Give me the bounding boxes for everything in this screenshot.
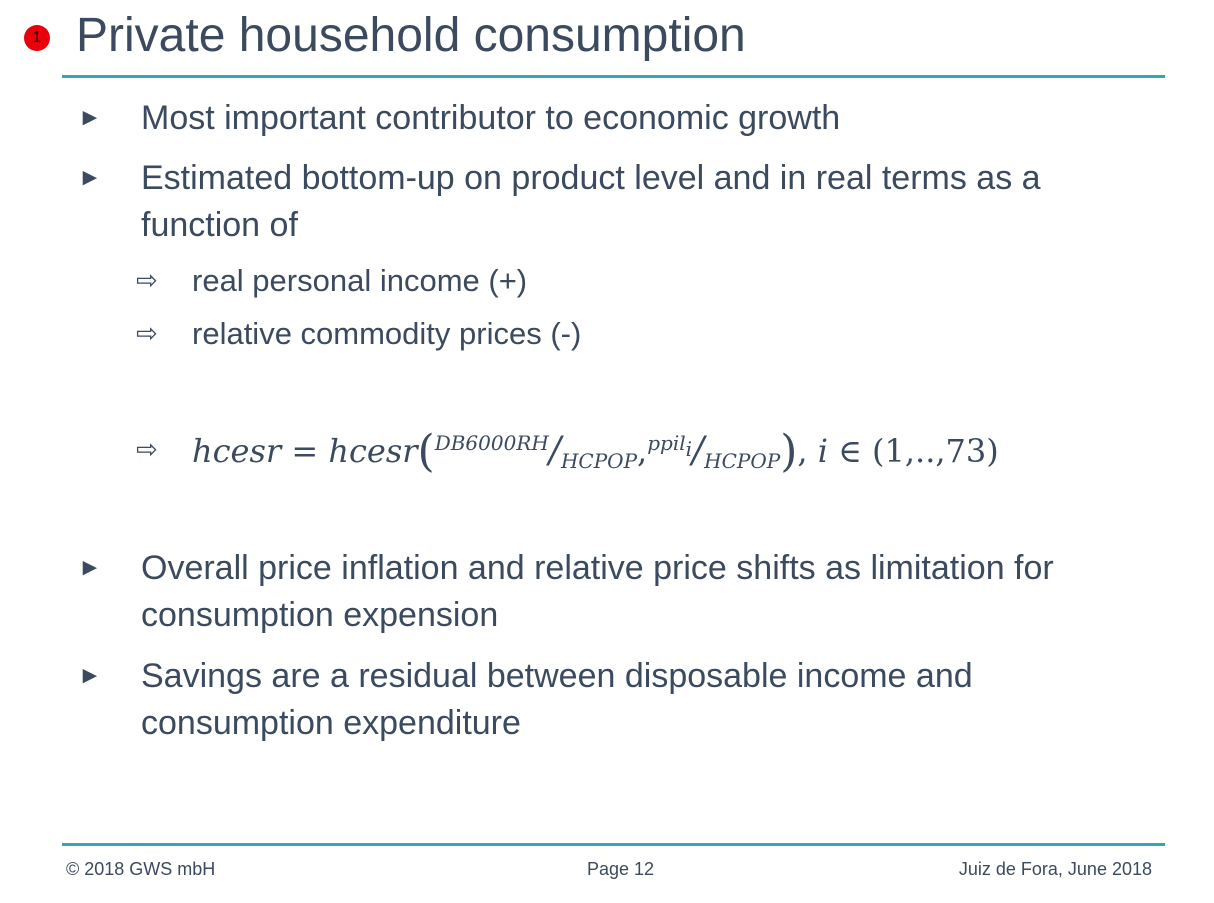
sub-arrow-icon: ⇨ [136, 318, 158, 348]
slide-title: Private household consumption [76, 9, 746, 62]
slide-number-badge: 1 [24, 25, 50, 51]
formula-numerator-1: DB6000RH [434, 431, 549, 455]
bullet-marker-icon: ► [78, 554, 102, 581]
formula-slash-1: / [548, 430, 561, 471]
sub-item-relative-prices: relative commodity prices (-) [192, 316, 582, 351]
footer-location-date: Juiz de Fora, June 2018 [958, 859, 1152, 879]
sub-item-real-income: real personal income (+) [192, 263, 528, 298]
formula-range: (1,..,73) [872, 432, 999, 470]
formula-open-paren: ( [417, 426, 435, 477]
footer-page-number: Page 12 [587, 859, 655, 879]
consumption-formula: hcesr = hcesr(DB6000RH/HCPOP,ppili/HCPOP… [192, 426, 999, 477]
formula-numerator-2: ppil [647, 431, 686, 455]
title-divider [62, 75, 1165, 78]
formula-denominator-1: HCPOP [560, 449, 638, 473]
formula-slash-2: / [692, 430, 705, 471]
bullet-marker-icon: ► [78, 104, 102, 131]
formula-function: hcesr [328, 432, 418, 470]
bullet-marker-icon: ► [78, 164, 102, 191]
footer-copyright: © 2018 GWS mbH [66, 859, 216, 879]
footer-divider [62, 843, 1165, 846]
bullet-text-1: Most important contributor to economic g… [141, 99, 841, 137]
formula-arrow-icon: ⇨ [136, 434, 158, 464]
bullet-text-3: Overall price inflation and relative pri… [141, 549, 1054, 634]
bullet-text-4: Savings are a residual between disposabl… [141, 657, 973, 742]
formula-equals: = [291, 432, 319, 470]
formula-index: i [817, 432, 828, 470]
formula-close-paren: ) [780, 426, 798, 477]
formula-comma: , [637, 432, 648, 470]
formula-separator: , [797, 432, 808, 470]
bullet-text-2: Estimated bottom-up on product level and… [141, 159, 1041, 244]
formula-denominator-2: HCPOP [704, 449, 781, 473]
sub-arrow-icon: ⇨ [136, 265, 158, 295]
bullet-marker-icon: ► [78, 662, 102, 689]
formula-lhs: hcesr [192, 432, 282, 470]
formula-element-of: ∈ [838, 432, 862, 470]
formula-numerator-2-sub: i [685, 437, 693, 461]
